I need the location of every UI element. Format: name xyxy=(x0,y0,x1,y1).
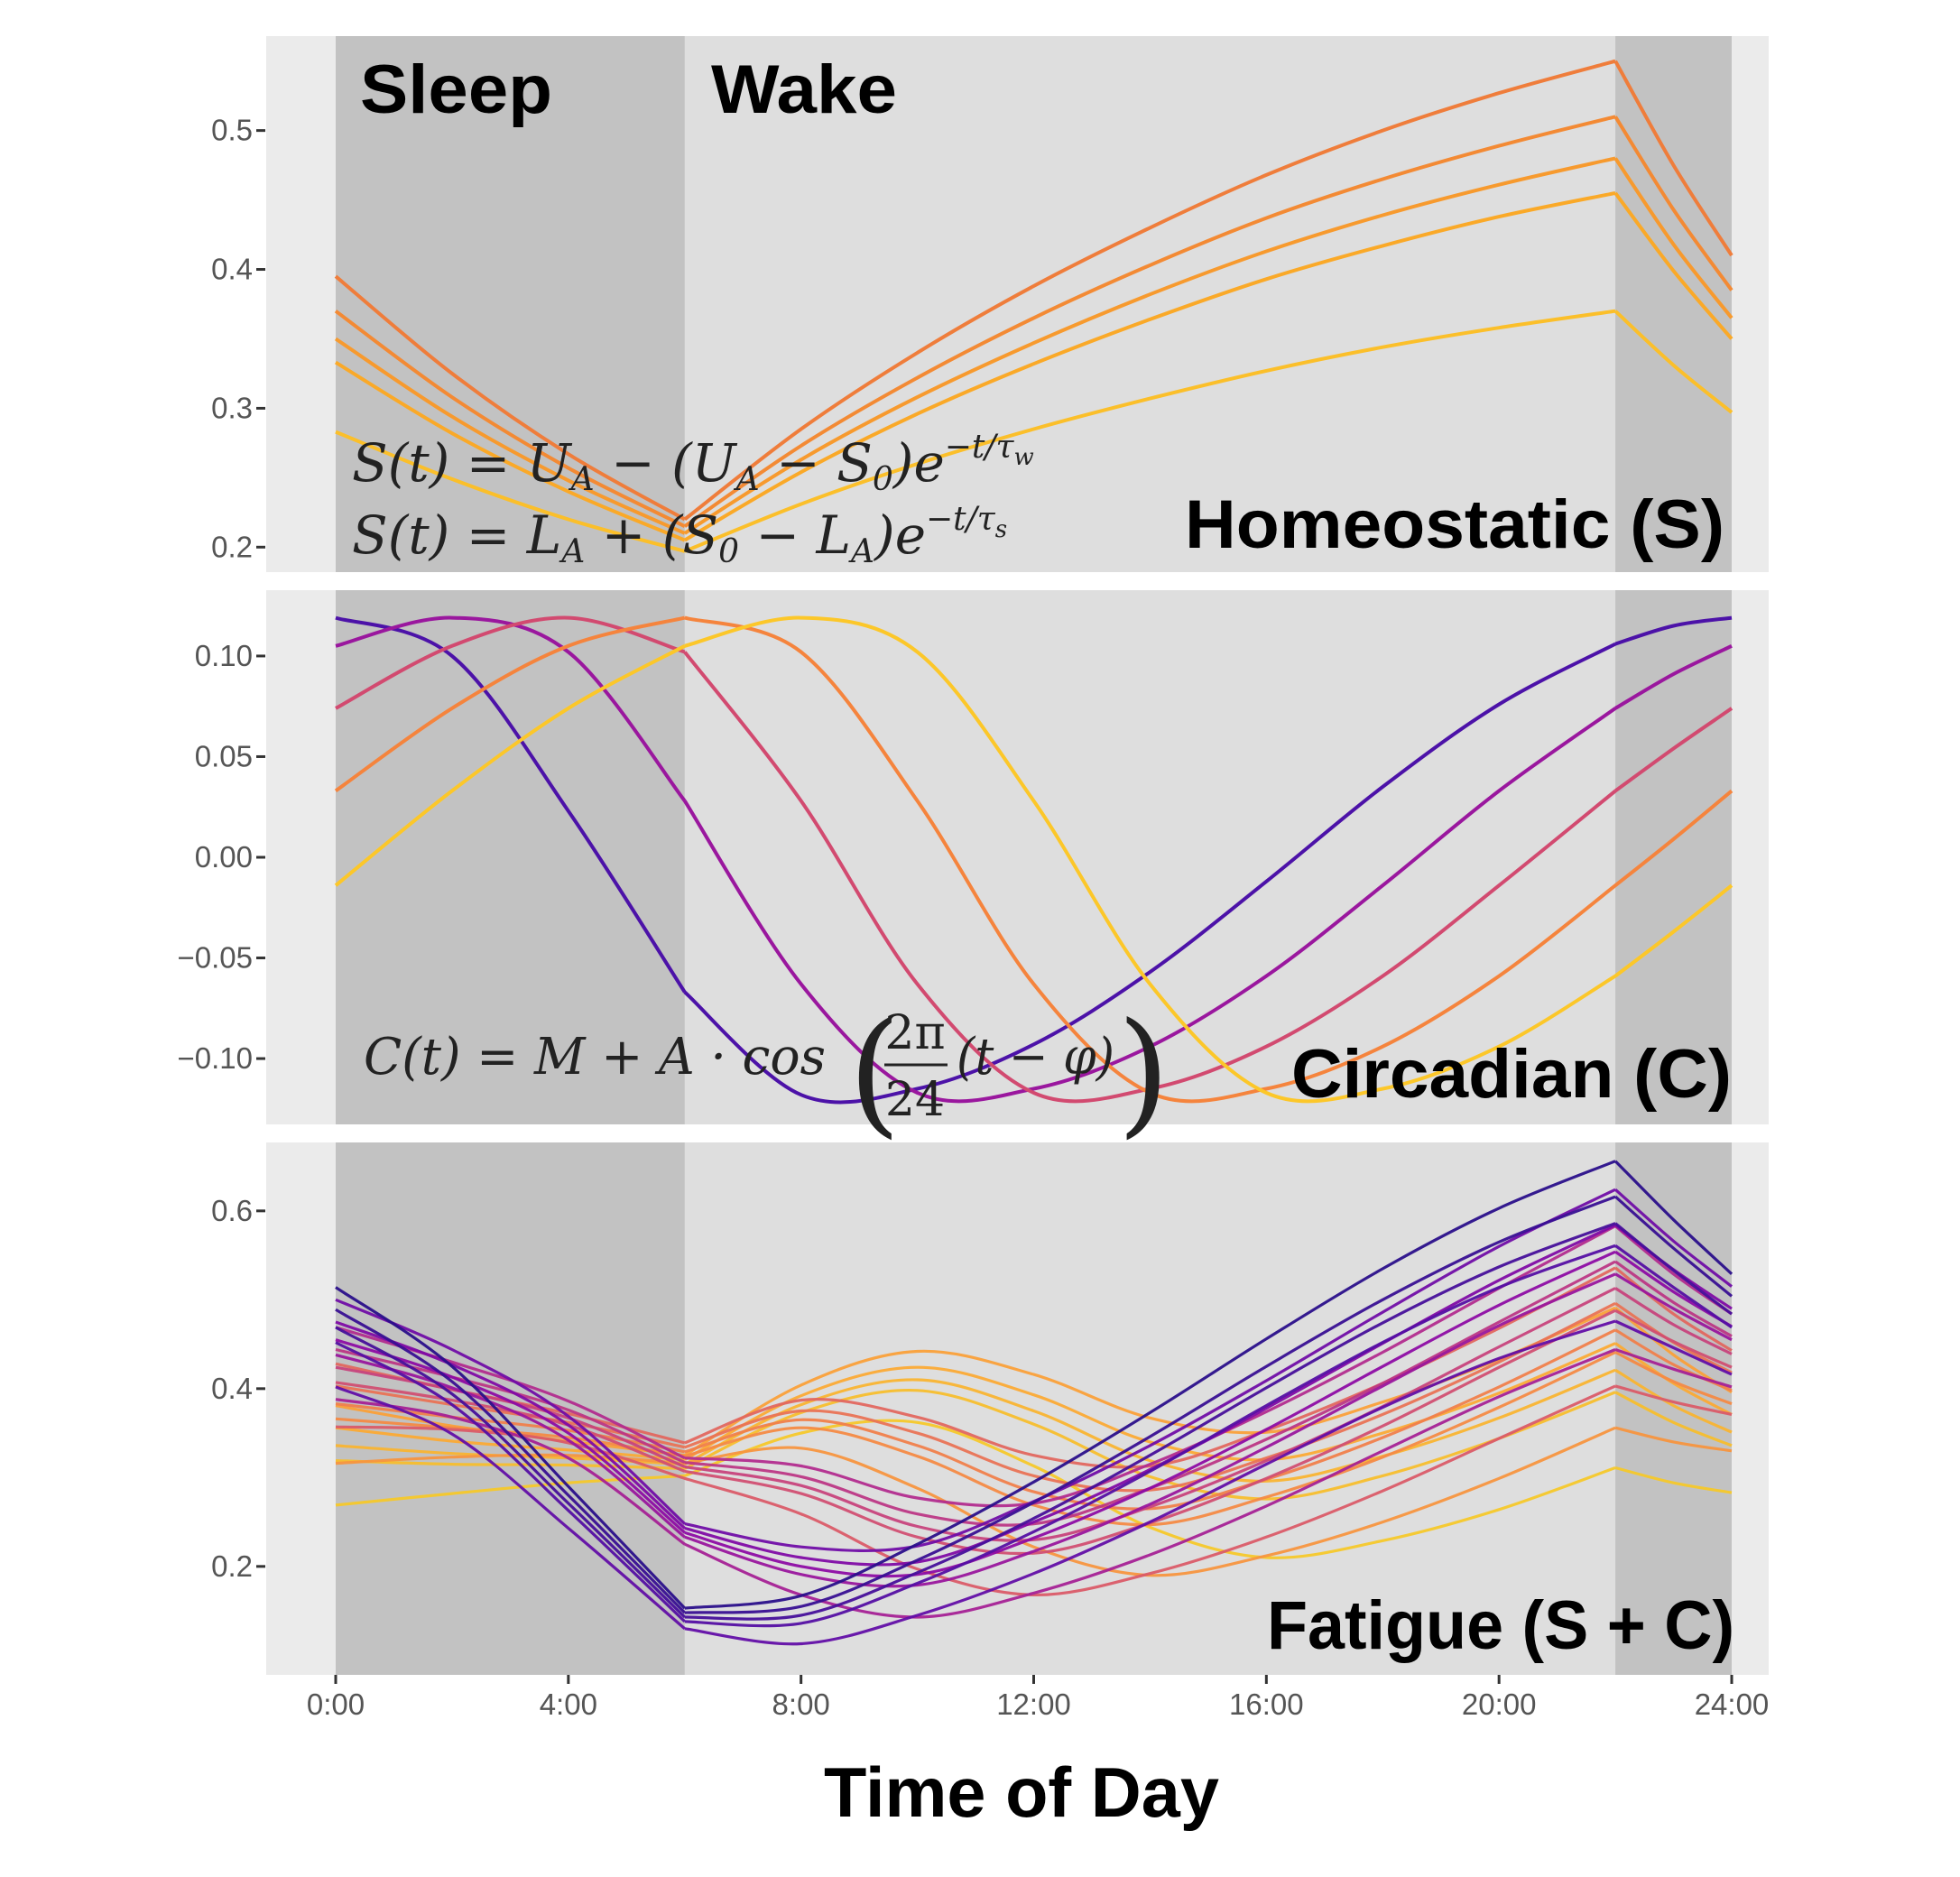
y-tick-label: 0.2 xyxy=(211,530,253,563)
x-tick-label: 16:00 xyxy=(1229,1687,1304,1721)
homeostatic-lines xyxy=(334,59,1733,553)
circadian-series-line xyxy=(334,615,1733,1104)
y-tick-label: 0.6 xyxy=(211,1194,253,1227)
fatigue-lines xyxy=(335,1160,1733,1646)
sleep-band xyxy=(1615,36,1732,572)
x-tick-label: 20:00 xyxy=(1462,1687,1537,1721)
circadian-equation: C(t) = M + A · cos ( 2π 24 (t − φ) ) xyxy=(364,994,1170,1151)
y-tick-label: −0.05 xyxy=(178,941,254,975)
x-tick-label: 8:00 xyxy=(772,1687,830,1721)
fatigue-series-line xyxy=(335,1319,1733,1646)
fatigue-series-line xyxy=(335,1195,1733,1614)
homeostatic-series-line xyxy=(335,309,1733,553)
x-tick-label: 4:00 xyxy=(540,1687,597,1721)
fraction-numerator: 2π xyxy=(884,1006,945,1060)
fatigue-panel: 0.2 0.4 0.6 xyxy=(211,1142,1769,1675)
circadian-panel: 0.10 0.05 0.00 −0.05 −0.10 xyxy=(178,590,1769,1124)
y-tick-label: 0.4 xyxy=(211,1372,253,1405)
circadian-series-line xyxy=(334,615,1733,1104)
y-tick-label: 0.5 xyxy=(211,114,253,147)
fatigue-series-line xyxy=(335,1244,1733,1628)
y-tick-label: 0.3 xyxy=(211,391,253,424)
sleep-equation: S(t) = LA + (S0 − LA)e−t/τs xyxy=(352,501,1007,570)
homeostatic-panel-label: Homeostatic (S) xyxy=(1185,486,1724,563)
fraction-denominator: 24 xyxy=(885,1073,945,1127)
fatigue-panel-label: Fatigue (S + C) xyxy=(1267,1587,1734,1664)
y-tick-label: 0.4 xyxy=(211,253,253,286)
homeostatic-series-line xyxy=(334,190,1733,542)
y-tick-label: 0.00 xyxy=(195,840,253,874)
sleep-band xyxy=(1615,590,1732,1124)
y-tick-label: 0.10 xyxy=(195,639,253,672)
y-tick-label: 0.05 xyxy=(195,739,253,772)
x-axis-title: Time of Day xyxy=(824,1752,1219,1832)
y-tick-label: −0.10 xyxy=(178,1041,254,1075)
homeostatic-panel: 0.2 0.3 0.4 0.5 xyxy=(211,36,1769,572)
sleep-band xyxy=(336,590,685,1124)
circadian-series-line xyxy=(335,615,1733,1104)
equation-argument: (t − φ) xyxy=(957,1028,1114,1086)
wake-equation: S(t) = UA − (UA − S0)e−t/τw xyxy=(352,429,1034,498)
homeostatic-series-line xyxy=(334,156,1733,535)
right-paren: ) xyxy=(1117,994,1170,1151)
left-paren: ( xyxy=(848,994,901,1151)
circadian-equation-lhs: C(t) = M + A · cos xyxy=(364,1028,826,1086)
fatigue-series-line xyxy=(335,1222,1733,1621)
sleep-band xyxy=(336,36,685,572)
wake-label: Wake xyxy=(711,51,897,128)
x-tick-label: 12:00 xyxy=(996,1687,1071,1721)
circadian-series-line xyxy=(335,615,1733,1104)
x-tick-label: 24:00 xyxy=(1695,1687,1770,1721)
y-tick-label: 0.2 xyxy=(211,1549,253,1583)
homeostatic-series-line xyxy=(334,59,1733,522)
x-axis: 0:00 4:00 8:00 12:00 16:00 20:00 24:00 xyxy=(307,1675,1769,1721)
circadian-series-line xyxy=(335,615,1733,1105)
circadian-lines xyxy=(334,615,1733,1105)
homeostatic-series-line xyxy=(334,115,1733,528)
sleep-label: Sleep xyxy=(360,51,552,128)
sleep-band xyxy=(1615,1142,1732,1675)
fatigue-series-line xyxy=(335,1160,1733,1610)
circadian-panel-label: Circadian (C) xyxy=(1291,1036,1732,1113)
x-tick-label: 0:00 xyxy=(307,1687,365,1721)
